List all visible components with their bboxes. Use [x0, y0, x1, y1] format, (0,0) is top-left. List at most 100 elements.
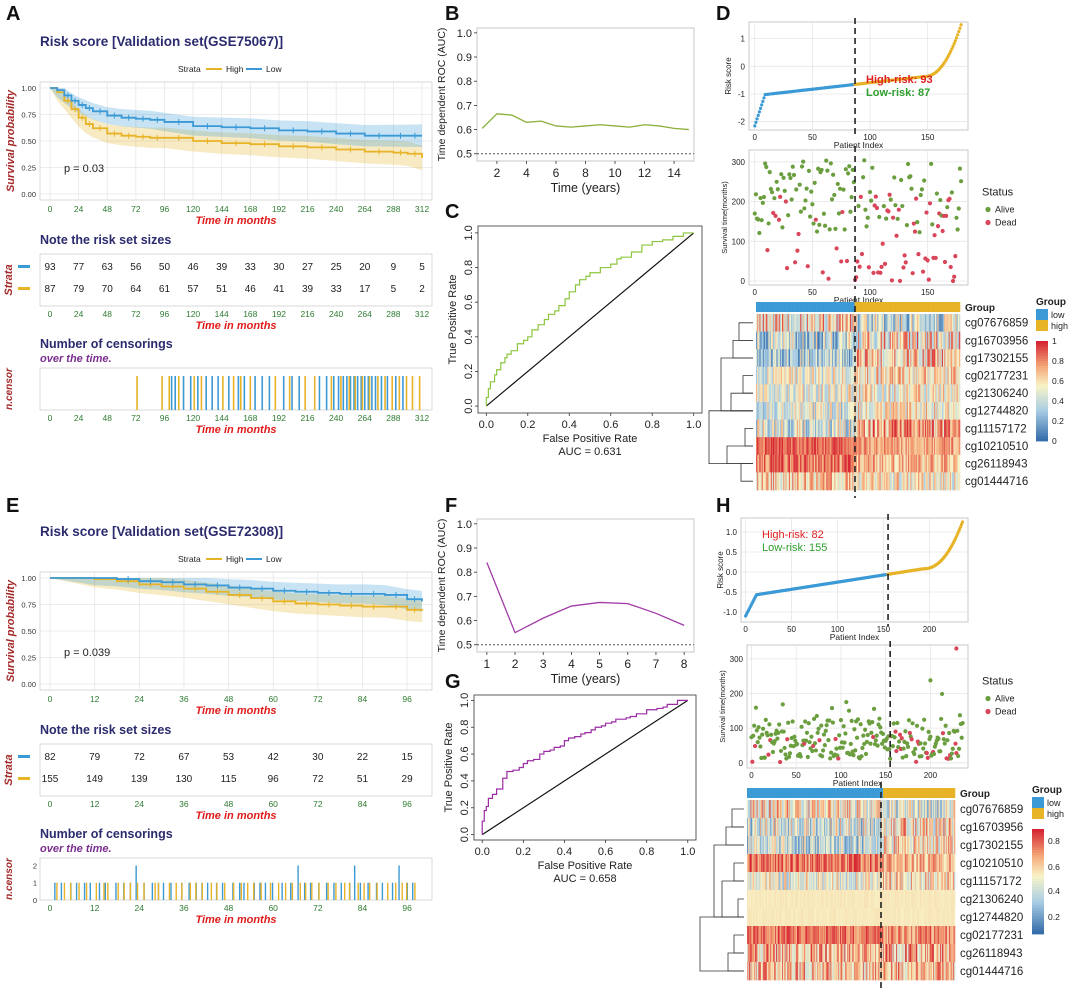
heatmap-cell: [876, 818, 879, 837]
status-point-alive: [799, 164, 805, 169]
heatmap-cell: [913, 854, 915, 873]
heatmap-cell: [941, 800, 944, 819]
x-tick-label: 0: [48, 903, 53, 913]
status-point-alive: [848, 741, 853, 747]
risk-count: 64: [130, 284, 142, 295]
x-tick-label: 168: [243, 204, 257, 214]
heatmap-cell: [927, 836, 929, 855]
status-point-alive: [762, 755, 767, 760]
x-tick-label: 96: [402, 799, 412, 809]
heatmap-cell: [884, 454, 886, 473]
heatmap-cell: [850, 331, 852, 350]
heatmap-cell: [797, 836, 799, 855]
heatmap-cell: [810, 419, 812, 438]
group-bar-cell: [756, 302, 758, 312]
heatmap-cell: [794, 384, 796, 403]
heatmap-cell: [765, 331, 767, 350]
heatmap-cell: [769, 800, 771, 819]
heatmap-cell: [925, 818, 927, 837]
heatmap-cell: [898, 419, 901, 438]
heatmap-cell: [846, 366, 849, 385]
heatmap-cell: [861, 872, 863, 891]
group-bar-cell: [951, 788, 953, 798]
group-bar-cell: [858, 788, 860, 798]
heatmap-cell: [840, 818, 843, 837]
heatmap-cell: [932, 384, 935, 403]
heatmap-cell: [813, 384, 816, 403]
heatmap-cell: [870, 314, 872, 332]
group-bar-cell: [784, 788, 786, 798]
heatmap-cell: [775, 402, 777, 420]
heatmap-cell: [770, 854, 772, 873]
heatmap-cell: [822, 402, 825, 420]
heatmap-cell: [940, 314, 943, 332]
heatmap-cell: [911, 314, 913, 332]
heatmap-cell: [767, 366, 769, 385]
heatmap-cell: [874, 818, 876, 837]
heatmap-cell: [776, 366, 778, 385]
heatmap-cell: [797, 818, 799, 837]
group-bar-cell: [870, 788, 872, 798]
group-bar-cell: [800, 788, 802, 798]
heatmap-cell: [916, 437, 919, 456]
x-tick-label: 0.6: [598, 846, 613, 858]
heatmap-cell: [947, 454, 949, 473]
group-bar-cell: [757, 302, 759, 312]
status-point-alive: [776, 730, 781, 735]
heatmap-cell: [881, 419, 884, 438]
risk-point: [953, 39, 957, 43]
heatmap-cell: [948, 818, 951, 837]
group-bar-cell: [788, 788, 790, 798]
heatmap-cell: [928, 331, 930, 350]
heatmap-cell: [956, 419, 959, 438]
heatmap-cell: [785, 349, 787, 368]
heatmap-cell: [930, 349, 932, 368]
risk-count: 20: [359, 262, 371, 273]
heatmap-cell: [841, 419, 843, 438]
heatmap-cell: [875, 314, 877, 332]
group-bar-cell: [906, 302, 909, 312]
heatmap-cell: [914, 836, 916, 855]
group-bar-cell: [765, 302, 767, 312]
status-point-dead: [776, 217, 782, 222]
x-tick-label: 48: [102, 309, 112, 319]
group-bar-cell: [922, 788, 924, 798]
heatmap-cell: [932, 854, 934, 873]
y-tick-label: 0.2: [459, 800, 471, 815]
heatmap-cell: [945, 836, 947, 855]
color-scale-step: [1036, 341, 1048, 344]
heatmap-cell: [841, 800, 843, 819]
heatmap-cell: [845, 331, 847, 350]
heatmap-cell: [876, 854, 878, 873]
group-bar-cell: [929, 302, 931, 312]
group-bar-cell: [840, 788, 843, 798]
heatmap-cell: [930, 818, 932, 837]
heatmap-cell: [834, 419, 836, 438]
heatmap-cell: [776, 349, 778, 368]
heatmap-cell: [782, 818, 784, 837]
heatmap-cell: [863, 314, 866, 332]
heatmap-cell: [826, 800, 829, 819]
heatmap-cell: [769, 872, 771, 891]
heatmap-cell: [797, 437, 800, 456]
group-bar-cell: [914, 788, 916, 798]
heatmap-cell: [833, 472, 835, 491]
heatmap-cell: [770, 402, 773, 420]
heatmap-cell: [795, 437, 798, 456]
status-point-alive: [918, 741, 923, 746]
heatmap-cell: [925, 854, 927, 873]
heatmap-cell: [837, 419, 840, 438]
risk-count: 87: [44, 284, 56, 295]
heatmap-cell: [881, 437, 884, 456]
heatmap-cell: [775, 472, 777, 491]
status-point-alive: [862, 158, 867, 163]
heatmap-cell: [957, 366, 960, 385]
y-tick-label: 0.00: [21, 680, 36, 689]
heatmap-cell: [957, 349, 960, 368]
heatmap-cell: [925, 800, 927, 819]
group-bar-cell: [944, 302, 946, 312]
status-point-dead: [911, 221, 916, 226]
heatmap-cell: [883, 872, 886, 891]
heatmap-cell: [893, 854, 895, 873]
heatmap-cell: [922, 331, 925, 350]
